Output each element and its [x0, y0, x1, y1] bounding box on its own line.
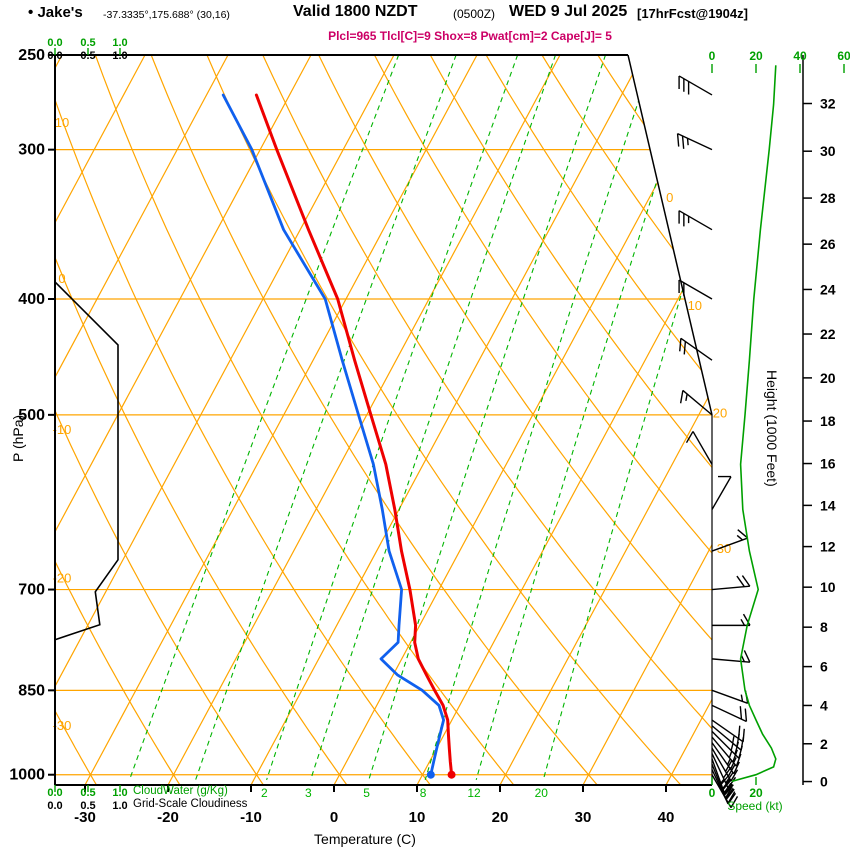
speed-axis: 0 20 40 600 20: [709, 49, 850, 800]
svg-text:0: 0: [58, 271, 65, 286]
svg-text:0: 0: [666, 190, 673, 205]
station-name: Jake's: [37, 4, 83, 21]
svg-text:6: 6: [820, 659, 828, 675]
svg-text:2: 2: [261, 786, 268, 800]
svg-text:26: 26: [820, 236, 836, 252]
valid-time: Valid 1800 NZDT: [293, 3, 418, 20]
plot-frame: [54, 54, 804, 786]
svg-text:40: 40: [658, 809, 675, 826]
cloud-scales: 0.00.00.00.00.50.50.50.51.01.01.01.0: [47, 37, 127, 812]
svg-text:12: 12: [467, 786, 481, 800]
cloudiness-curve: [54, 281, 119, 641]
svg-text:3: 3: [305, 786, 312, 800]
svg-text:1.0: 1.0: [112, 37, 127, 49]
svg-text:40: 40: [793, 49, 807, 63]
adiabat-labels: 10 0 -10 -20 -30: [53, 115, 72, 733]
svg-text:10: 10: [688, 298, 702, 313]
svg-text:30: 30: [717, 541, 731, 556]
svg-text:10: 10: [409, 809, 426, 826]
svg-text:0: 0: [709, 786, 716, 800]
svg-text:0.5: 0.5: [80, 37, 95, 49]
svg-text:0.0: 0.0: [47, 800, 62, 812]
svg-text:20: 20: [749, 786, 763, 800]
temperature-axis: -30 -20 -10 0 10 20 30 40: [74, 785, 674, 826]
valid-time-utc: (0500Z): [453, 7, 496, 21]
temperature-axis-label: Temperature (C): [314, 831, 416, 847]
svg-text:16: 16: [820, 456, 836, 472]
svg-text:10: 10: [820, 579, 836, 595]
svg-text:-20: -20: [53, 570, 72, 585]
temperature-curve: [254, 93, 454, 777]
svg-text:0.0: 0.0: [47, 37, 62, 49]
svg-text:18: 18: [820, 413, 836, 429]
svg-text:700: 700: [18, 582, 45, 599]
dewpoint-curve: [221, 93, 446, 777]
svg-text:1.0: 1.0: [112, 787, 127, 799]
station-title: • Jake's: [28, 4, 83, 21]
svg-text:250: 250: [18, 47, 45, 64]
svg-text:30: 30: [820, 143, 836, 159]
svg-text:0.5: 0.5: [80, 50, 95, 62]
temperature-curve-surface-dot: [447, 770, 456, 779]
svg-text:32: 32: [820, 96, 836, 112]
svg-text:-10: -10: [53, 422, 72, 437]
svg-text:850: 850: [18, 682, 45, 699]
svg-text:0.5: 0.5: [80, 787, 95, 799]
svg-text:0.0: 0.0: [47, 787, 62, 799]
height-axis-label: Height (1000 Feet): [764, 370, 780, 487]
svg-text:500: 500: [18, 407, 45, 424]
svg-text:28: 28: [820, 190, 836, 206]
mixing-ratio-labels: 2 3 5 8 12 20: [261, 786, 548, 800]
svg-text:22: 22: [820, 326, 836, 342]
svg-text:1000: 1000: [9, 767, 45, 784]
svg-text:10: 10: [55, 115, 69, 130]
svg-text:20: 20: [535, 786, 549, 800]
svg-text:0: 0: [709, 49, 716, 63]
valid-date: WED 9 Jul 2025: [509, 3, 628, 20]
svg-text:1.0: 1.0: [112, 800, 127, 812]
svg-text:30: 30: [575, 809, 592, 826]
svg-text:300: 300: [18, 142, 45, 159]
pressure-axis-label: P (hPa): [10, 414, 26, 462]
svg-text:4: 4: [820, 697, 828, 713]
svg-text:12: 12: [820, 539, 836, 555]
svg-text:14: 14: [820, 497, 836, 513]
svg-text:20: 20: [492, 809, 509, 826]
svg-text:5: 5: [363, 786, 370, 800]
svg-text:20: 20: [713, 406, 727, 421]
svg-text:8: 8: [820, 619, 828, 635]
svg-text:20: 20: [820, 370, 836, 386]
svg-text:0.5: 0.5: [80, 800, 95, 812]
svg-text:0: 0: [820, 774, 828, 790]
svg-text:-30: -30: [74, 809, 96, 826]
svg-text:24: 24: [820, 281, 836, 297]
skewt-grid: [55, 55, 712, 785]
isotherm-labels: 0 10 20 30: [666, 190, 731, 556]
dewpoint-curve-surface-dot: [426, 770, 435, 779]
svg-text:8: 8: [420, 786, 427, 800]
svg-text:1.0: 1.0: [112, 50, 127, 62]
station-coordinates: -37.3335°,175.688° (30,16): [103, 9, 230, 21]
svg-text:-20: -20: [157, 809, 179, 826]
svg-text:0.0: 0.0: [47, 50, 62, 62]
svg-text:2: 2: [820, 736, 828, 752]
cloudiness-axis-label: Grid-Scale Cloudiness: [133, 798, 248, 810]
stability-indices: Plcl=965 Tlcl[C]=9 Shox=8 Pwat[cm]=2 Cap…: [328, 29, 612, 43]
cloudwater-axis-label: CloudWater (g/Kg): [133, 785, 228, 797]
wind-barbs: [676, 75, 751, 808]
speed-axis-label: Speed (kt): [727, 799, 783, 813]
bullet-icon: •: [28, 4, 34, 21]
svg-text:-30: -30: [53, 718, 72, 733]
svg-text:60: 60: [837, 49, 850, 63]
svg-text:400: 400: [18, 291, 45, 308]
svg-text:-10: -10: [240, 809, 262, 826]
svg-text:20: 20: [749, 49, 763, 63]
forecast-tag: [17hrFcst@1904z]: [637, 6, 748, 21]
wind-speed-curve: [731, 65, 777, 783]
pressure-axis: 250 300 400 500 700 850 1000: [9, 47, 55, 784]
svg-text:0: 0: [330, 809, 338, 826]
